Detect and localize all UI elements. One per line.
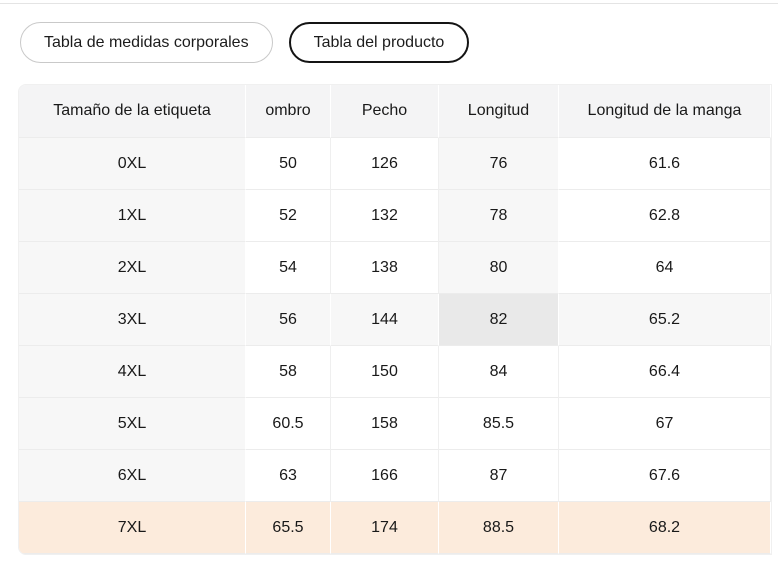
measurement-cell[interactable]: 76 (439, 138, 559, 190)
measurement-cell[interactable]: 84 (439, 346, 559, 398)
table-row: 3XL 56 144 82 65.2 (19, 294, 771, 346)
measurement-cell[interactable]: 65.2 (559, 294, 771, 346)
measurement-cell[interactable]: 50 (246, 138, 331, 190)
table-body: 0XL 50 126 76 61.6 1XL 52 132 78 62.8 2XL 54 138 80 64… (19, 138, 771, 554)
measurement-cell[interactable]: 144 (331, 294, 439, 346)
size-label-cell[interactable]: 6XL (19, 450, 246, 502)
measurement-cell[interactable]: 67.6 (559, 450, 771, 502)
size-label-cell[interactable]: 2XL (19, 242, 246, 294)
measurement-cell[interactable]: 63 (246, 450, 331, 502)
measurement-cell[interactable]: 54 (246, 242, 331, 294)
measurement-cell[interactable]: 80 (439, 242, 559, 294)
size-label-cell[interactable]: 5XL (19, 398, 246, 450)
measurement-cell[interactable]: 66.4 (559, 346, 771, 398)
table-row: 0XL 50 126 76 61.6 (19, 138, 771, 190)
measurement-cell[interactable]: 68.2 (559, 502, 771, 554)
table-row: 2XL 54 138 80 64 (19, 242, 771, 294)
measurement-cell[interactable]: 64 (559, 242, 771, 294)
measurement-cell[interactable]: 62.8 (559, 190, 771, 242)
table-row: 7XL 65.5 174 88.5 68.2 (19, 502, 771, 554)
column-header: Tamaño de la etiqueta (19, 85, 246, 138)
measurement-cell[interactable]: 58 (246, 346, 331, 398)
measurement-cell[interactable]: 60.5 (246, 398, 331, 450)
size-label-cell[interactable]: 4XL (19, 346, 246, 398)
measurement-cell[interactable]: 150 (331, 346, 439, 398)
column-header: Pecho (331, 85, 439, 138)
measurement-cell[interactable]: 52 (246, 190, 331, 242)
measurement-cell[interactable]: 67 (559, 398, 771, 450)
table-row: 6XL 63 166 87 67.6 (19, 450, 771, 502)
measurement-cell[interactable]: 78 (439, 190, 559, 242)
size-table: Tamaño de la etiqueta ombro Pecho Longitud L… (18, 84, 772, 555)
measurement-cell[interactable]: 174 (331, 502, 439, 554)
measurement-cell[interactable]: 166 (331, 450, 439, 502)
tab-product-chart[interactable]: Tabla del producto (288, 22, 470, 63)
size-label-cell[interactable]: 0XL (19, 138, 246, 190)
table-row: 5XL 60.5 158 85.5 67 (19, 398, 771, 450)
chart-tabs: Tabla de medidas corporales Tabla del pr… (20, 22, 470, 63)
column-header: Longitud (439, 85, 559, 138)
size-label-cell[interactable]: 7XL (19, 502, 246, 554)
measurement-cell[interactable]: 87 (439, 450, 559, 502)
measurement-cell[interactable]: 158 (331, 398, 439, 450)
size-label-cell[interactable]: 1XL (19, 190, 246, 242)
table-header-row: Tamaño de la etiqueta ombro Pecho Longitud L… (19, 85, 771, 138)
table-row: 4XL 58 150 84 66.4 (19, 346, 771, 398)
measurement-cell[interactable]: 82 (439, 294, 559, 346)
size-label-cell[interactable]: 3XL (19, 294, 246, 346)
column-header: ombro (246, 85, 331, 138)
measurement-cell[interactable]: 65.5 (246, 502, 331, 554)
measurement-cell[interactable]: 61.6 (559, 138, 771, 190)
column-header: Longitud de la manga (559, 85, 771, 138)
tab-body-measurements[interactable]: Tabla de medidas corporales (20, 22, 273, 63)
table-row: 1XL 52 132 78 62.8 (19, 190, 771, 242)
measurement-cell[interactable]: 88.5 (439, 502, 559, 554)
measurement-cell[interactable]: 138 (331, 242, 439, 294)
measurement-cell[interactable]: 56 (246, 294, 331, 346)
top-divider (0, 3, 778, 4)
measurement-cell[interactable]: 132 (331, 190, 439, 242)
measurement-cell[interactable]: 85.5 (439, 398, 559, 450)
measurement-cell[interactable]: 126 (331, 138, 439, 190)
